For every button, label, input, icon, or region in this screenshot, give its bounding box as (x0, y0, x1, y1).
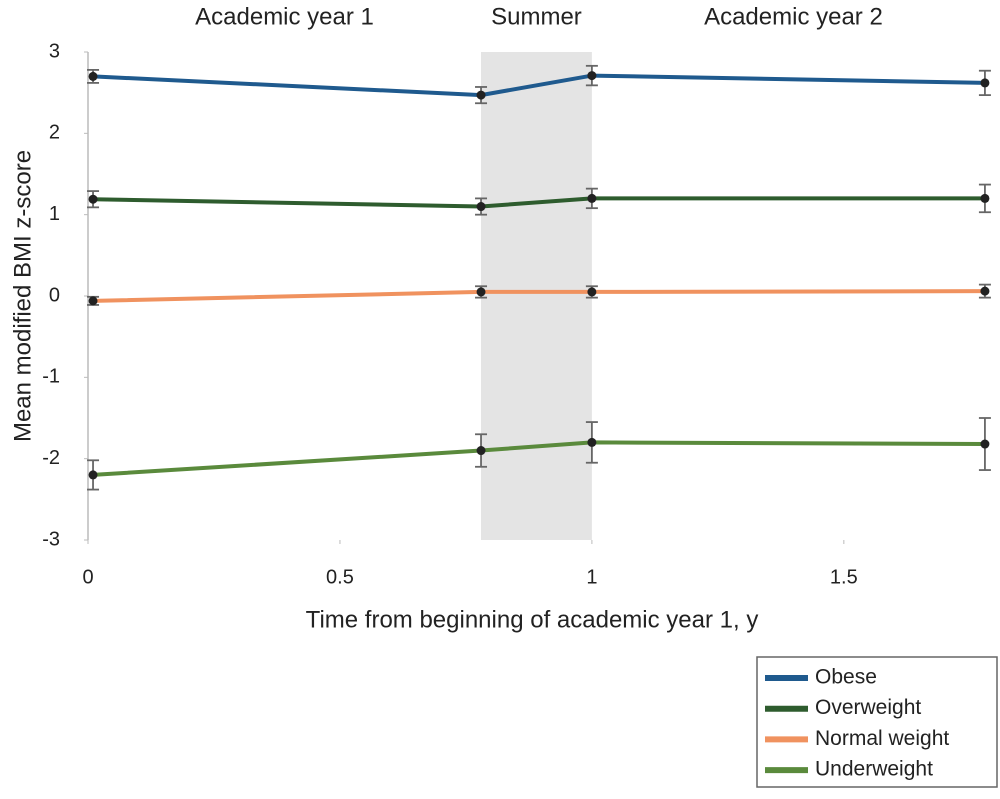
data-point (980, 193, 990, 203)
x-tick-label: 1.5 (830, 566, 858, 588)
y-tick-label: 1 (49, 203, 60, 225)
y-tick-label: -2 (42, 447, 60, 469)
y-tick-label: 0 (49, 284, 60, 306)
shaded-region (481, 52, 592, 540)
series-line (92, 440, 985, 477)
legend-label: Obese (815, 666, 877, 689)
data-point (88, 470, 98, 480)
y-axis-label: Mean modified BMI z-score (9, 150, 36, 442)
x-tick-label: 0.5 (326, 566, 354, 588)
x-axis-label: Time from beginning of academic year 1, … (306, 606, 759, 633)
x-tick-label: 0 (82, 566, 93, 588)
data-point (980, 78, 990, 88)
legend-label: Overweight (815, 696, 921, 719)
data-point (476, 202, 486, 212)
series-line (92, 289, 985, 303)
data-point (476, 446, 486, 456)
legend-label: Underweight (815, 758, 933, 781)
data-point (587, 437, 597, 447)
series-line (92, 73, 985, 98)
legend-label: Normal weight (815, 727, 949, 750)
data-point (587, 287, 597, 297)
data-point (88, 71, 98, 81)
data-point (980, 286, 990, 296)
series-line (93, 196, 985, 209)
annotation: Academic year 2 (704, 3, 883, 30)
y-tick-label: -3 (42, 528, 60, 550)
annotation: Summer (491, 3, 582, 30)
data-point (476, 287, 486, 297)
data-point (587, 71, 597, 81)
data-point (476, 90, 486, 100)
y-tick-label: -1 (42, 366, 60, 388)
data-point (88, 194, 98, 204)
y-tick-label: 2 (49, 122, 60, 144)
y-tick-label: 3 (49, 40, 60, 62)
data-point (88, 296, 98, 306)
annotation: Academic year 1 (195, 3, 374, 30)
data-point (980, 439, 990, 449)
data-point (587, 193, 597, 203)
x-tick-label: 1 (586, 566, 597, 588)
